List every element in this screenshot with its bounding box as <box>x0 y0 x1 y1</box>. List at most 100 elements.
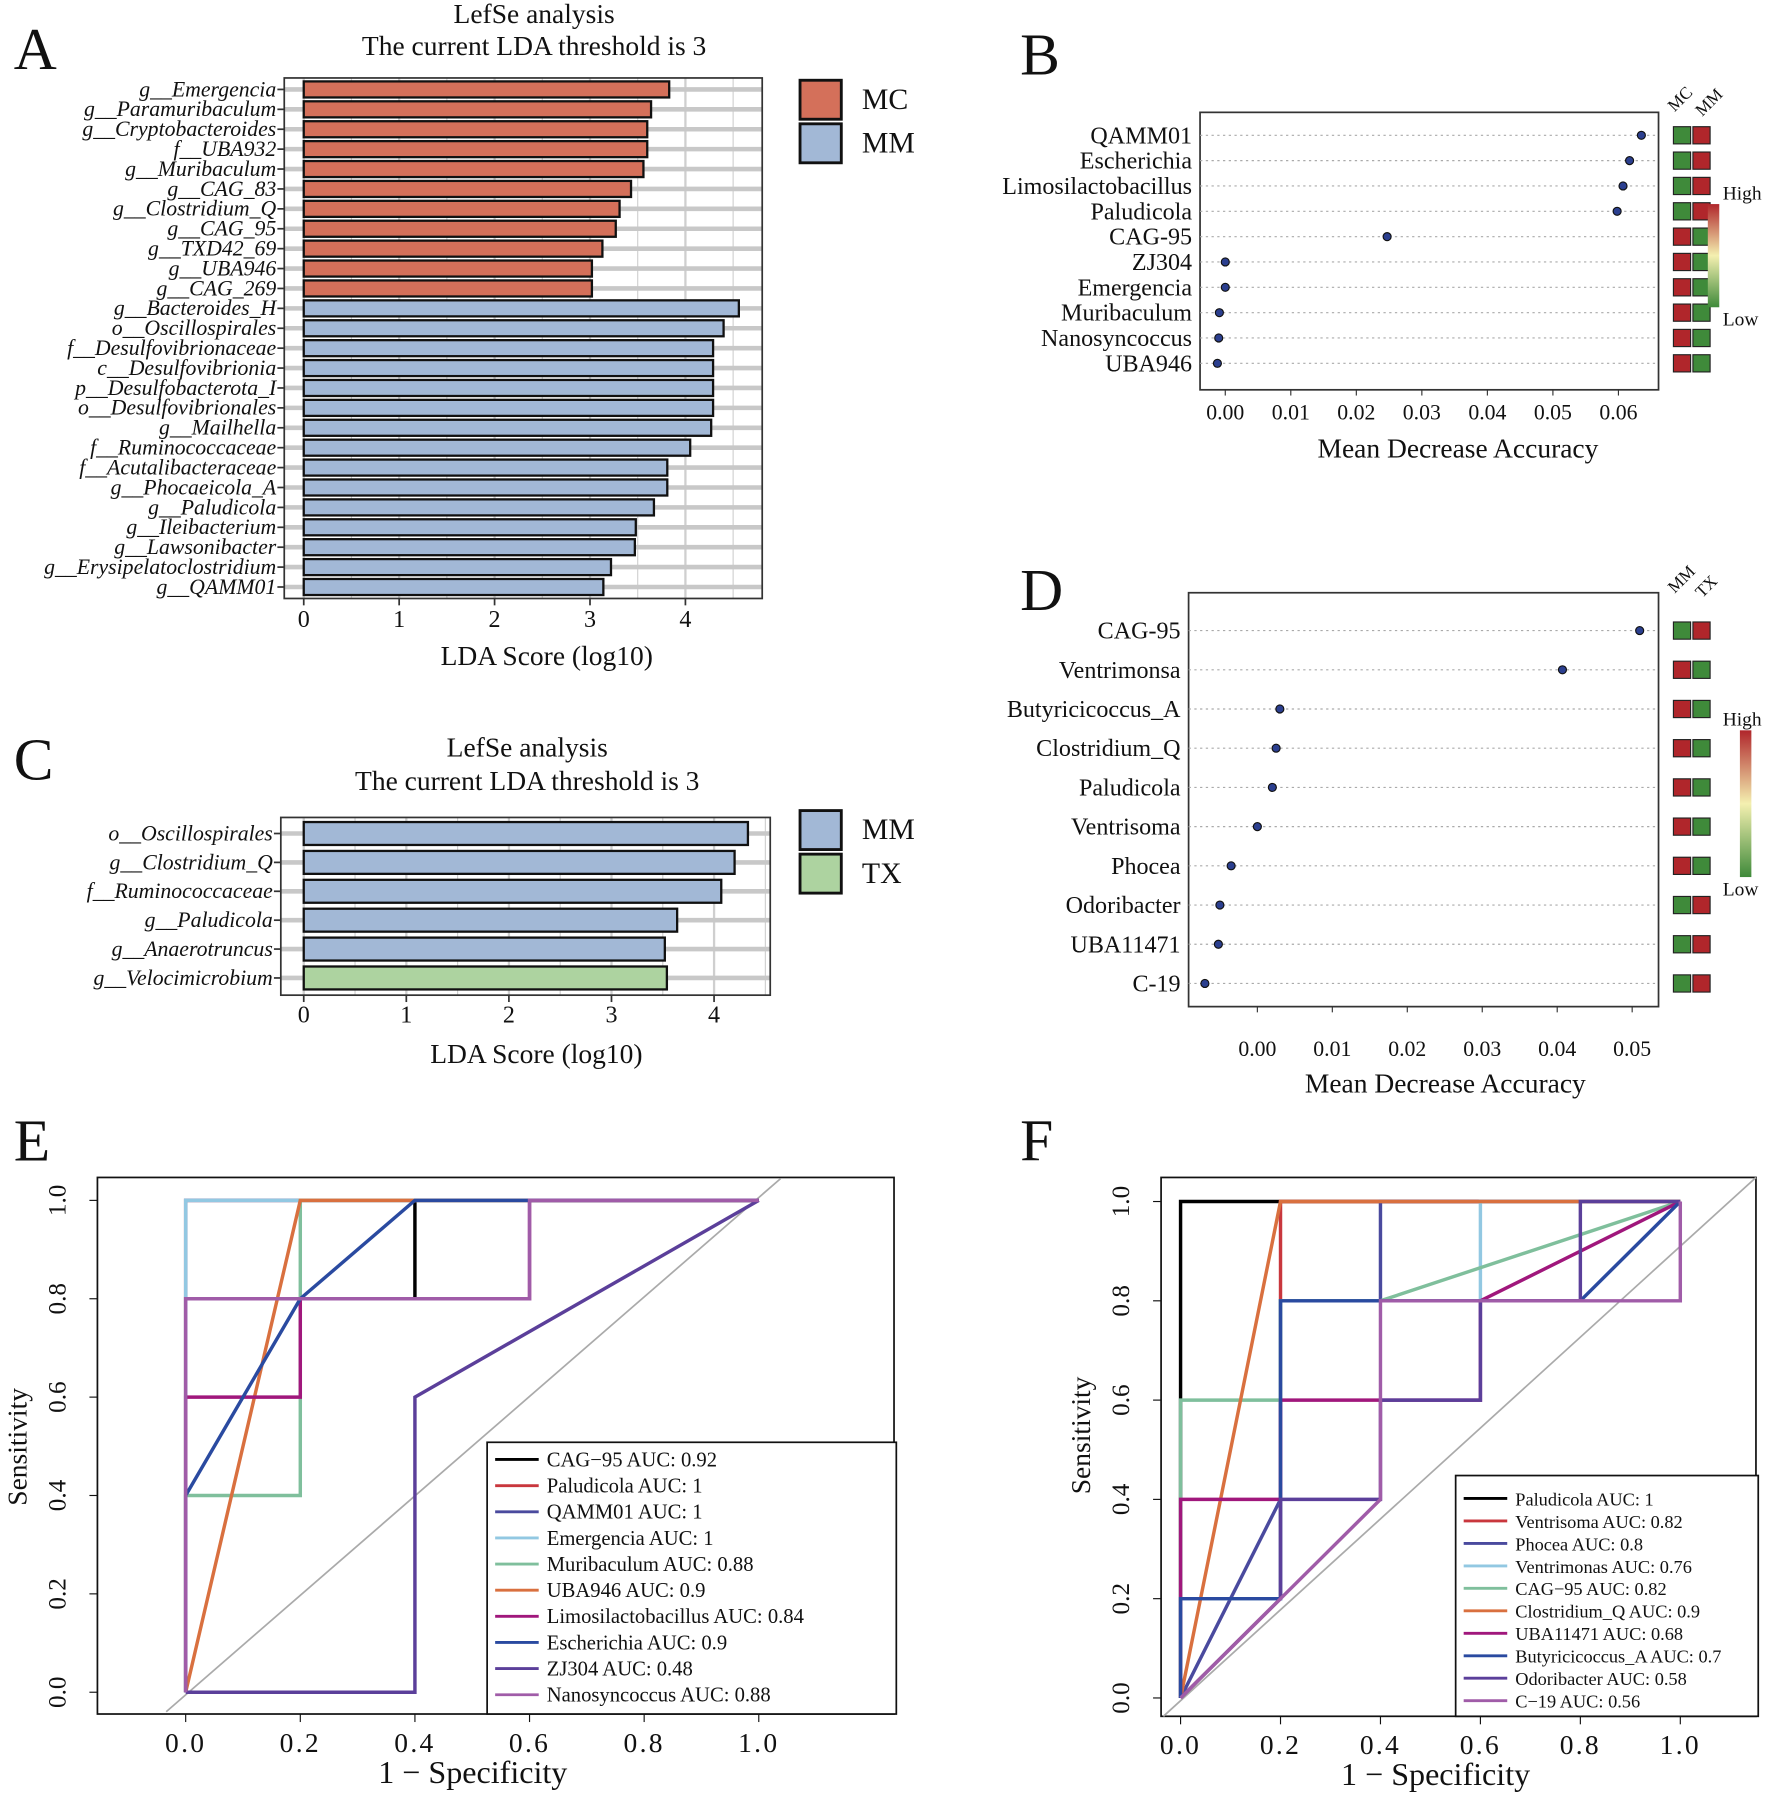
y-tick-label: Odoribacter <box>1066 893 1181 919</box>
heatmap-cell <box>1692 252 1711 272</box>
x-tick-label: 0.0 <box>1160 1729 1201 1760</box>
x-tick-label: 0.03 <box>1463 1037 1501 1061</box>
colorbar-high-label: High <box>1723 183 1762 204</box>
x-tick-label: 0.4 <box>1360 1729 1401 1760</box>
legend-swatch <box>798 122 843 165</box>
y-tick-label: CAG-95 <box>1109 225 1192 251</box>
bar <box>302 120 649 139</box>
y-tick-label: g__QAMM01 <box>157 575 277 599</box>
data-point <box>1220 257 1230 267</box>
importance-dot-chart-D: CAG-95 Ventrimonsa Butyricicoccus_A Clostri… <box>1007 562 1762 1099</box>
heatmap-cell <box>1672 817 1692 836</box>
data-point <box>1612 206 1622 216</box>
bar <box>302 139 649 159</box>
x-axis-label: 1 − Specificity <box>378 1754 567 1790</box>
y-tick-label: 1.0 <box>1108 1186 1135 1218</box>
heatmap-column-label: MC <box>1664 83 1696 115</box>
colorbar <box>1739 730 1752 878</box>
y-tick-label: 0.2 <box>44 1578 71 1610</box>
y-tick-label: g__Phocaeicola_A <box>111 475 277 499</box>
legend-label: Nanosyncoccus AUC: 0.88 <box>547 1685 771 1707</box>
chart-title: LefSe analysis <box>454 0 615 29</box>
data-point <box>1226 861 1236 871</box>
legend-label: Clostridium_Q AUC: 0.9 <box>1515 1602 1700 1622</box>
x-tick-label: 0.01 <box>1313 1037 1351 1061</box>
legend-label: MM <box>862 126 915 159</box>
y-tick-label: g__CAG_269 <box>157 276 277 300</box>
x-axis-label: LDA Score (log10) <box>430 1038 642 1069</box>
legend-label: CAG−95 AUC: 0.92 <box>547 1449 717 1471</box>
data-point <box>1212 358 1222 368</box>
legend-label: CAG−95 AUC: 0.82 <box>1515 1579 1666 1599</box>
x-tick-label: 1 <box>393 607 405 633</box>
heatmap-cell <box>1672 278 1692 297</box>
x-tick-label: 0.2 <box>1260 1729 1301 1760</box>
x-tick-label: 3 <box>584 607 596 633</box>
x-tick-label: 2 <box>503 1003 515 1029</box>
heatmap-cell <box>1672 126 1692 145</box>
y-tick-label: Ventrisoma <box>1071 815 1181 841</box>
colorbar <box>1707 204 1720 308</box>
y-tick-label: Paludicola <box>1090 199 1192 225</box>
bar <box>302 965 669 991</box>
roc-curve <box>183 1198 759 1693</box>
roc-curve <box>1178 1199 1681 1699</box>
y-tick-label: ZJ304 <box>1132 250 1192 276</box>
panel-label: F <box>1020 1107 1053 1173</box>
reference-diagonal <box>165 1177 782 1713</box>
y-tick-label: o__Oscillospirales <box>112 316 276 340</box>
legend-label: Muribaculum AUC: 0.88 <box>547 1554 754 1576</box>
x-tick-label: 1 <box>400 1003 412 1029</box>
y-tick-label: g__Mailhella <box>159 416 276 440</box>
legend-label: Ventrimonas AUC: 0.76 <box>1515 1557 1692 1577</box>
bar <box>302 478 669 497</box>
y-tick-label: g__Muribaculum <box>125 157 276 181</box>
legend-label: Ventrisoma AUC: 0.82 <box>1515 1512 1682 1532</box>
legend-swatch <box>798 852 843 895</box>
legend-label: Butyricicoccus_A AUC: 0.7 <box>1515 1647 1721 1667</box>
bar <box>302 458 669 477</box>
y-tick-label: f__Ruminococcaceae <box>90 436 276 460</box>
bar <box>302 907 679 933</box>
x-tick-label: 0 <box>298 1003 310 1029</box>
x-tick-label: 0.04 <box>1468 401 1506 425</box>
legend-label: TX <box>862 857 902 890</box>
bar <box>302 378 715 398</box>
y-tick-label: Limosilactobacillus <box>1002 174 1192 200</box>
bar <box>302 577 605 597</box>
y-tick-label: 0.0 <box>44 1676 71 1708</box>
legend-label: C−19 AUC: 0.56 <box>1515 1692 1640 1712</box>
bar <box>302 438 692 457</box>
panel-label: C <box>14 727 54 793</box>
y-tick-label: g__Anaerotruncus <box>112 937 273 961</box>
data-point <box>1382 232 1392 242</box>
colorbar-low-label: Low <box>1723 879 1759 900</box>
legend-label: Odoribacter AUC: 0.58 <box>1515 1669 1687 1689</box>
bar <box>302 159 645 179</box>
roc-curve <box>1179 1199 1681 1700</box>
y-tick-label: o__Desulfovibrionales <box>78 396 276 420</box>
legend-label: Limosilactobacillus AUC: 0.84 <box>547 1606 804 1628</box>
x-tick-label: 0.2 <box>280 1727 321 1758</box>
heatmap-cell <box>1672 252 1692 272</box>
heatmap-cell <box>1672 974 1692 993</box>
data-point <box>1200 978 1210 989</box>
y-tick-label: f__Acutalibacteraceae <box>79 455 276 479</box>
data-point <box>1214 308 1224 318</box>
heatmap-cell <box>1672 202 1692 221</box>
x-tick-label: 0.6 <box>509 1727 550 1758</box>
y-tick-label: g__Lawsonibacter <box>114 535 277 559</box>
x-tick-label: 4 <box>679 607 691 633</box>
x-tick-label: 0.00 <box>1238 1037 1276 1061</box>
x-tick-label: 0.05 <box>1534 401 1572 425</box>
y-tick-label: g__Bacteroides_H <box>114 296 278 320</box>
data-point <box>1267 782 1277 792</box>
y-tick-label: g__Emergencia <box>139 77 276 101</box>
heatmap-cell <box>1672 739 1692 758</box>
legend-label: UBA946 AUC: 0.9 <box>547 1580 706 1602</box>
y-tick-label: 0.8 <box>44 1283 71 1315</box>
y-tick-label: C-19 <box>1132 971 1180 997</box>
legend-label: Phocea AUC: 0.8 <box>1515 1534 1643 1554</box>
y-tick-label: Butyricicoccus_A <box>1007 697 1181 723</box>
